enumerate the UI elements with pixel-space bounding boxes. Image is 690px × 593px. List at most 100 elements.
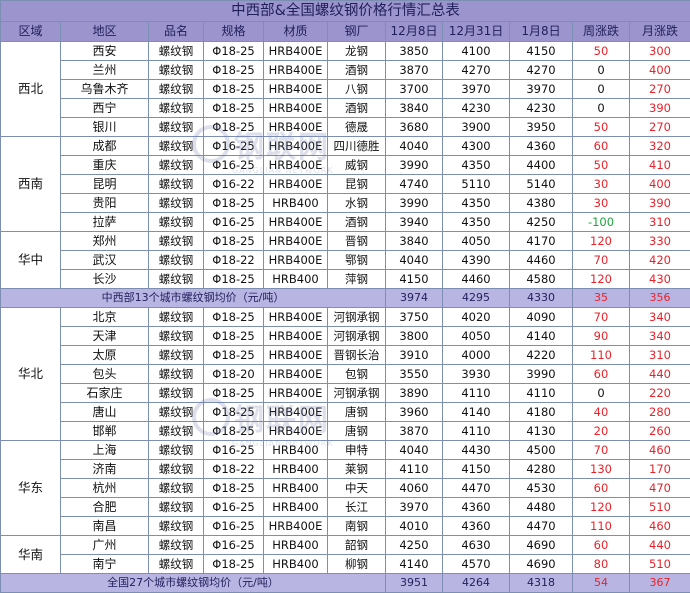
city-cell: 南昌 xyxy=(61,517,149,536)
product-cell: 螺纹钢 xyxy=(149,479,204,498)
week-change-cell: 60 xyxy=(573,365,630,384)
price-dec31-cell: 4100 xyxy=(443,42,510,61)
grade-cell: HRB400 xyxy=(264,270,328,289)
spec-cell: Φ18-25 xyxy=(204,118,264,137)
grade-cell: HRB400E xyxy=(264,517,328,536)
header-month-change: 月涨跌 xyxy=(630,22,690,42)
spec-cell: Φ18-25 xyxy=(204,80,264,99)
price-dec8-cell: 3990 xyxy=(386,156,443,175)
product-cell: 螺纹钢 xyxy=(149,536,204,555)
table-title: 中西部&全国螺纹钢价格行情汇总表 xyxy=(1,1,690,22)
price-dec8-cell: 3800 xyxy=(386,327,443,346)
grade-cell: HRB400E xyxy=(264,346,328,365)
mill-cell: 酒钢 xyxy=(328,99,386,118)
product-cell: 螺纹钢 xyxy=(149,156,204,175)
price-dec8-cell: 3960 xyxy=(386,403,443,422)
city-cell: 济南 xyxy=(61,460,149,479)
price-dec31-cell: 4390 xyxy=(443,251,510,270)
grade-cell: HRB400E xyxy=(264,308,328,327)
price-dec31-cell: 4000 xyxy=(443,346,510,365)
price-jan8-cell: 4400 xyxy=(510,156,573,175)
mill-cell: 韶钢 xyxy=(328,536,386,555)
product-cell: 螺纹钢 xyxy=(149,327,204,346)
product-cell: 螺纹钢 xyxy=(149,270,204,289)
week-change-cell: 60 xyxy=(573,479,630,498)
header-price-dec8: 12月8日 xyxy=(386,22,443,42)
week-change-cell: 120 xyxy=(573,498,630,517)
price-jan8-cell: 4530 xyxy=(510,479,573,498)
month-change-cell: 460 xyxy=(630,517,690,536)
price-dec8-cell: 3870 xyxy=(386,61,443,80)
mill-cell: 河钢承钢 xyxy=(328,308,386,327)
product-cell: 螺纹钢 xyxy=(149,498,204,517)
grade-cell: HRB400 xyxy=(264,194,328,213)
product-cell: 螺纹钢 xyxy=(149,194,204,213)
price-jan8-cell: 4470 xyxy=(510,517,573,536)
grade-cell: HRB400E xyxy=(264,327,328,346)
price-dec31-cell: 4460 xyxy=(443,270,510,289)
avg-month-change: 367 xyxy=(630,574,690,593)
week-change-cell: 50 xyxy=(573,42,630,61)
spec-cell: Φ18-25 xyxy=(204,422,264,441)
month-change-cell: 430 xyxy=(630,270,690,289)
grade-cell: HRB400E xyxy=(264,422,328,441)
mill-cell: 河钢承钢 xyxy=(328,327,386,346)
price-dec8-cell: 4250 xyxy=(386,536,443,555)
price-jan8-cell: 4360 xyxy=(510,137,573,156)
region-cell: 华南 xyxy=(1,536,61,574)
month-change-cell: 300 xyxy=(630,42,690,61)
product-cell: 螺纹钢 xyxy=(149,308,204,327)
grade-cell: HRB400 xyxy=(264,441,328,460)
month-change-cell: 400 xyxy=(630,61,690,80)
month-change-cell: 340 xyxy=(630,327,690,346)
week-change-cell: 110 xyxy=(573,517,630,536)
spec-cell: Φ16-25 xyxy=(204,498,264,517)
week-change-cell: 30 xyxy=(573,175,630,194)
mill-cell: 河钢承钢 xyxy=(328,384,386,403)
city-cell: 昆明 xyxy=(61,175,149,194)
price-dec8-cell: 4740 xyxy=(386,175,443,194)
mill-cell: 晋钢长治 xyxy=(328,346,386,365)
month-change-cell: 340 xyxy=(630,308,690,327)
price-jan8-cell: 4110 xyxy=(510,384,573,403)
city-cell: 天津 xyxy=(61,327,149,346)
mill-cell: 包钢 xyxy=(328,365,386,384)
price-dec8-cell: 4150 xyxy=(386,270,443,289)
grade-cell: HRB400E xyxy=(264,251,328,270)
spec-cell: Φ18-25 xyxy=(204,61,264,80)
month-change-cell: 270 xyxy=(630,118,690,137)
mill-cell: 酒钢 xyxy=(328,213,386,232)
product-cell: 螺纹钢 xyxy=(149,555,204,574)
month-change-cell: 460 xyxy=(630,441,690,460)
mill-cell: 晋钢 xyxy=(328,232,386,251)
price-jan8-cell: 4460 xyxy=(510,251,573,270)
grade-cell: HRB400 xyxy=(264,555,328,574)
spec-cell: Φ18-25 xyxy=(204,270,264,289)
price-dec8-cell: 4140 xyxy=(386,555,443,574)
spec-cell: Φ18-25 xyxy=(204,479,264,498)
grade-cell: HRB400E xyxy=(264,175,328,194)
month-change-cell: 310 xyxy=(630,346,690,365)
month-change-cell: 390 xyxy=(630,99,690,118)
week-change-cell: -100 xyxy=(573,213,630,232)
city-cell: 上海 xyxy=(61,441,149,460)
price-dec8-cell: 3550 xyxy=(386,365,443,384)
month-change-cell: 310 xyxy=(630,213,690,232)
month-change-cell: 390 xyxy=(630,194,690,213)
mill-cell: 八钢 xyxy=(328,80,386,99)
product-cell: 螺纹钢 xyxy=(149,118,204,137)
